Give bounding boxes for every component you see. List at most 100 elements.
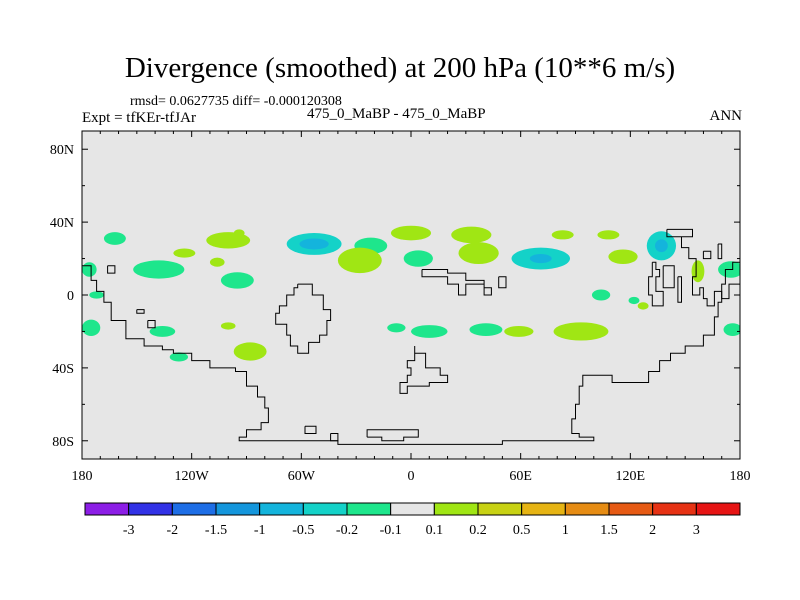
coastline-1 xyxy=(136,309,145,314)
anomaly-region-19 xyxy=(597,230,620,240)
coastline-5 xyxy=(399,346,449,394)
chart-title: Divergence (smoothed) at 200 hPa (10**6 … xyxy=(124,52,676,84)
anomaly-region-22 xyxy=(655,239,668,253)
anomaly-region-0 xyxy=(103,232,126,245)
anomaly-region-16 xyxy=(390,225,432,241)
colorbar-box-6 xyxy=(346,502,392,516)
anomaly-region-28 xyxy=(220,322,236,330)
colorbar-label-12: 2 xyxy=(649,523,656,538)
colorbar-label-3: -1 xyxy=(254,523,266,538)
x-tick-label-1: 120W xyxy=(175,469,210,484)
anomaly-region-20 xyxy=(233,229,245,237)
anomaly-region-33 xyxy=(469,323,503,336)
coastline-11 xyxy=(666,228,693,238)
anomaly-region-4 xyxy=(299,238,329,250)
anomaly-region-35 xyxy=(553,322,609,341)
coastline-3 xyxy=(107,265,116,274)
anomaly-region-23 xyxy=(691,260,705,283)
x-tick-label-4: 60E xyxy=(509,469,532,484)
colorbar-label-5: -0.2 xyxy=(336,523,358,538)
colorbar-box-12 xyxy=(608,502,654,516)
coastline-13 xyxy=(662,265,675,289)
case-label: 475_0_MaBP - 475_0_MaBP xyxy=(307,106,486,122)
coastline-16 xyxy=(717,243,723,260)
colorbar-box-9 xyxy=(477,502,523,516)
anomaly-layer xyxy=(82,225,740,362)
anomaly-region-25 xyxy=(82,319,101,336)
colorbar-label-2: -1.5 xyxy=(205,523,227,538)
colorbar-box-2 xyxy=(171,502,217,516)
anomaly-region-10 xyxy=(337,247,382,274)
colorbar-box-11 xyxy=(564,502,610,516)
anomaly-region-6 xyxy=(209,257,225,267)
map-background xyxy=(82,131,740,459)
anomaly-region-27 xyxy=(149,325,176,337)
colorbar-box-14 xyxy=(695,502,741,516)
colorbar-box-1 xyxy=(128,502,173,516)
colorbar-label-13: 3 xyxy=(693,523,700,538)
colorbar-box-4 xyxy=(259,502,304,516)
anomaly-region-9 xyxy=(220,272,254,289)
colorbar-label-8: 0.2 xyxy=(469,523,487,538)
anomaly-region-32 xyxy=(411,325,448,338)
anomaly-region-14 xyxy=(529,253,552,264)
y-tick-label-4: 80S xyxy=(52,435,74,450)
x-tick-label-0: 180 xyxy=(72,469,93,484)
coastline-15 xyxy=(702,250,712,260)
coastline-10 xyxy=(366,429,419,442)
anomaly-region-7 xyxy=(82,262,97,277)
colorbar-box-13 xyxy=(652,502,697,516)
y-tick-label-3: 40S xyxy=(52,362,74,377)
colorbar-box-8 xyxy=(433,502,479,516)
y-tick-label-0: 80N xyxy=(50,143,74,158)
colorbar-box-5 xyxy=(302,502,348,516)
coastline-8 xyxy=(304,425,317,434)
coastline-2 xyxy=(147,320,156,329)
coastline-9 xyxy=(330,433,339,442)
coastline-layer xyxy=(82,228,740,445)
x-tick-label-2: 60W xyxy=(288,469,316,484)
coastline-6 xyxy=(421,269,492,296)
anomaly-region-11 xyxy=(403,250,433,267)
coastline-0 xyxy=(82,261,740,445)
colorbar-label-7: 0.1 xyxy=(426,523,444,538)
colorbar: -3 -2 -1.5 -1 -0.5 -0.2 -0.1 0.1 0.2 0.5 1 1.5 2 3 xyxy=(84,502,741,538)
experiment-label: Expt = tfKEr-tfJAr xyxy=(82,110,196,126)
colorbar-box-10 xyxy=(521,502,566,516)
anomaly-region-34 xyxy=(504,325,534,337)
x-tick-label-6: 180 xyxy=(730,469,751,484)
anomaly-region-8 xyxy=(133,260,185,279)
anomaly-region-15 xyxy=(608,249,638,265)
colorbar-label-0: -3 xyxy=(123,523,135,538)
anomaly-region-12 xyxy=(458,242,499,265)
anomaly-region-31 xyxy=(387,323,406,333)
x-tick-label-3: 0 xyxy=(408,469,415,484)
colorbar-label-9: 0.5 xyxy=(513,523,531,538)
coastline-4 xyxy=(275,283,332,354)
colorbar-box-3 xyxy=(215,502,261,516)
coastline-14 xyxy=(677,276,682,303)
colorbar-label-1: -2 xyxy=(166,523,178,538)
x-tick-label-5: 120E xyxy=(616,469,646,484)
coastline-12 xyxy=(648,261,664,307)
anomaly-region-1 xyxy=(173,248,196,258)
anomaly-region-18 xyxy=(551,230,574,240)
y-tick-label-2: 0 xyxy=(67,289,74,304)
colorbar-box-0 xyxy=(84,502,130,516)
anomaly-region-37 xyxy=(628,296,640,305)
coastline-17 xyxy=(681,236,740,307)
coastline-7 xyxy=(498,276,507,289)
colorbar-box-7 xyxy=(390,502,435,516)
colorbar-label-6: -0.1 xyxy=(380,523,402,538)
anomaly-region-26 xyxy=(89,291,104,299)
anomaly-region-30 xyxy=(233,342,267,361)
anomaly-region-38 xyxy=(637,302,649,310)
y-tick-label-1: 40N xyxy=(50,216,74,231)
axis-ticks: 180 120W 60W 0 60E 120E 180 80N 40N 0 40S 80S xyxy=(50,131,751,484)
season-label: ANN xyxy=(709,108,743,124)
anomaly-region-17 xyxy=(451,226,492,244)
stats-text: rmsd= 0.0627735 diff= -0.000120308 xyxy=(130,94,342,109)
colorbar-label-11: 1.5 xyxy=(600,523,618,538)
anomaly-region-39 xyxy=(723,323,740,336)
colorbar-label-10: 1 xyxy=(562,523,569,538)
